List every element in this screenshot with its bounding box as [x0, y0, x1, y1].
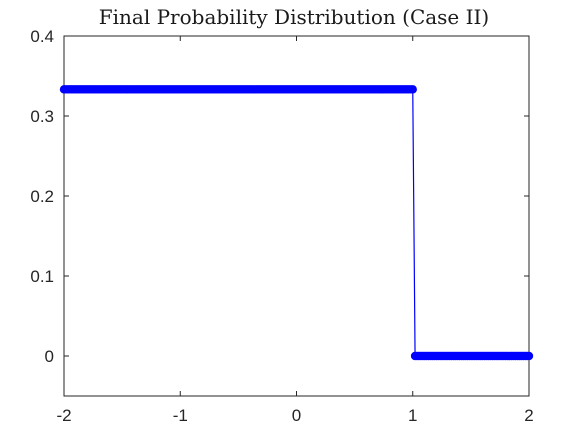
series-layer: [59, 85, 534, 361]
x-tick-label: 2: [524, 406, 533, 425]
x-tick-label: -1: [173, 406, 188, 425]
tick-labels: -2 -1 0 1 2 0 0.1 0.2 0.3 0.4: [30, 27, 533, 425]
x-tick-label: 0: [292, 406, 301, 425]
chart-title: Final Probability Distribution (Case II): [99, 5, 489, 29]
data-point: [408, 85, 417, 94]
x-tick-label: -2: [56, 406, 71, 425]
y-tick-label: 0.1: [30, 267, 54, 286]
y-tick-label: 0: [45, 347, 54, 366]
series-line: [64, 88, 529, 357]
y-tick-label: 0.4: [30, 27, 54, 46]
data-point: [524, 351, 534, 361]
y-tick-label: 0.2: [30, 187, 54, 206]
x-tick-label: 1: [408, 406, 417, 425]
y-tick-label: 0.3: [30, 107, 54, 126]
